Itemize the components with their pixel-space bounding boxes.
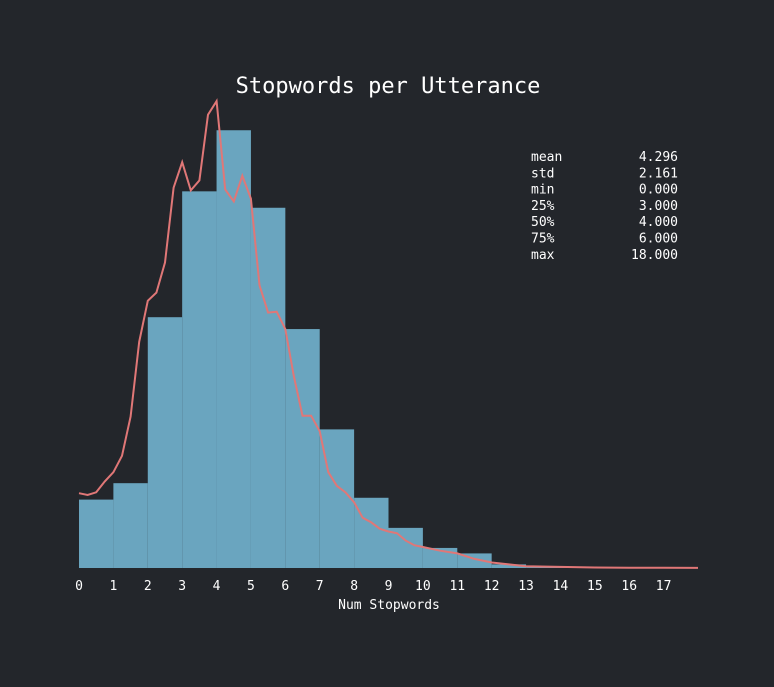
stat-label: 50% bbox=[531, 215, 555, 230]
x-tick-label: 4 bbox=[213, 579, 221, 594]
stat-label: 75% bbox=[531, 232, 555, 247]
chart-title: Stopwords per Utterance bbox=[236, 74, 541, 99]
histogram-bar bbox=[79, 499, 114, 568]
x-tick-label: 12 bbox=[484, 579, 500, 594]
x-tick-label: 0 bbox=[75, 579, 83, 594]
kde-line bbox=[78, 98, 699, 569]
histogram-bar bbox=[250, 207, 286, 568]
stat-value: 18.000 bbox=[631, 248, 678, 263]
x-tick-label: 6 bbox=[281, 579, 289, 594]
histogram-bar bbox=[388, 527, 423, 568]
x-tick-label: 16 bbox=[621, 579, 637, 594]
histogram-bar bbox=[147, 317, 183, 568]
stat-label: std bbox=[531, 166, 554, 181]
x-axis-label: Num Stopwords bbox=[338, 598, 440, 613]
x-tick-label: 1 bbox=[109, 579, 117, 594]
histogram-bar bbox=[354, 497, 389, 568]
x-tick-label: 11 bbox=[449, 579, 465, 594]
x-tick-label: 15 bbox=[587, 579, 603, 594]
histogram-bar bbox=[182, 191, 217, 568]
stat-value: 2.161 bbox=[639, 166, 678, 181]
bars-group bbox=[79, 130, 698, 569]
stat-value: 0.000 bbox=[639, 183, 678, 198]
stat-value: 4.296 bbox=[639, 150, 678, 165]
stat-value: 6.000 bbox=[639, 232, 678, 247]
stat-label: min bbox=[531, 183, 554, 198]
x-tick-label: 9 bbox=[385, 579, 393, 594]
x-tick-label: 8 bbox=[350, 579, 358, 594]
x-tick-label: 10 bbox=[415, 579, 431, 594]
histogram-bar bbox=[216, 130, 251, 569]
stat-value: 4.000 bbox=[639, 215, 678, 230]
stat-label: mean bbox=[531, 150, 562, 165]
histogram-bar bbox=[319, 429, 355, 568]
x-tick-label: 3 bbox=[178, 579, 186, 594]
x-tick-label: 14 bbox=[553, 579, 569, 594]
histogram-bar bbox=[491, 564, 527, 568]
x-tick-label: 7 bbox=[316, 579, 324, 594]
x-tick-label: 2 bbox=[144, 579, 152, 594]
histogram-bar bbox=[285, 329, 320, 568]
stats-table: mean 4.296 std 2.161 min 0.000 25% 3.000 50% 4.00… bbox=[531, 150, 678, 263]
stat-label: max bbox=[531, 248, 555, 263]
x-tick-label: 13 bbox=[518, 579, 534, 594]
x-ticks-group: 0 1 2 3 4 5 6 7 8 9 10 11 12 13 14 15 16 17 bbox=[75, 579, 671, 594]
x-tick-label: 5 bbox=[247, 579, 255, 594]
histogram-bar bbox=[113, 483, 148, 568]
stat-value: 3.000 bbox=[639, 199, 678, 214]
stat-label: 25% bbox=[531, 199, 555, 214]
x-tick-label: 17 bbox=[656, 579, 672, 594]
